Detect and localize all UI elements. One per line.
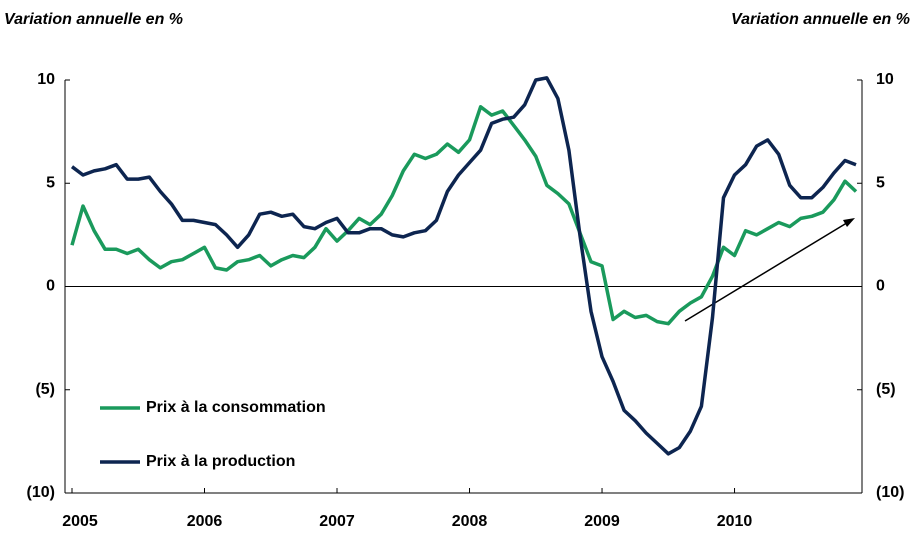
legend-label: Prix à la consommation [146, 399, 326, 416]
y2-tick-label: 10 [876, 71, 894, 88]
y-tick-label: 5 [46, 174, 55, 191]
y-axis-label: Variation annuelle en % [4, 11, 183, 28]
legend-label: Prix à la production [146, 453, 295, 470]
y2-tick-label: 5 [876, 174, 885, 191]
y2-tick-label: (10) [876, 484, 904, 501]
x-tick-label: 2008 [452, 513, 488, 530]
x-tick-label: 2005 [62, 513, 98, 530]
x-tick-label: 2006 [187, 513, 223, 530]
y-tick-label: (5) [35, 381, 55, 398]
x-tick-label: 2009 [584, 513, 620, 530]
y-tick-label: (10) [27, 484, 55, 501]
y2-tick-label: (5) [876, 381, 896, 398]
y2-axis-label: Variation annuelle en % [731, 11, 910, 28]
series-line [70, 76, 857, 456]
y-tick-label: 0 [46, 278, 55, 295]
x-tick-label: 2010 [717, 513, 753, 530]
arrow-head [843, 218, 855, 227]
series-line [70, 105, 858, 326]
y-tick-label: 10 [37, 71, 55, 88]
x-tick-label: 2007 [319, 513, 355, 530]
trend-arrow [684, 220, 851, 322]
y2-tick-label: 0 [876, 278, 885, 295]
